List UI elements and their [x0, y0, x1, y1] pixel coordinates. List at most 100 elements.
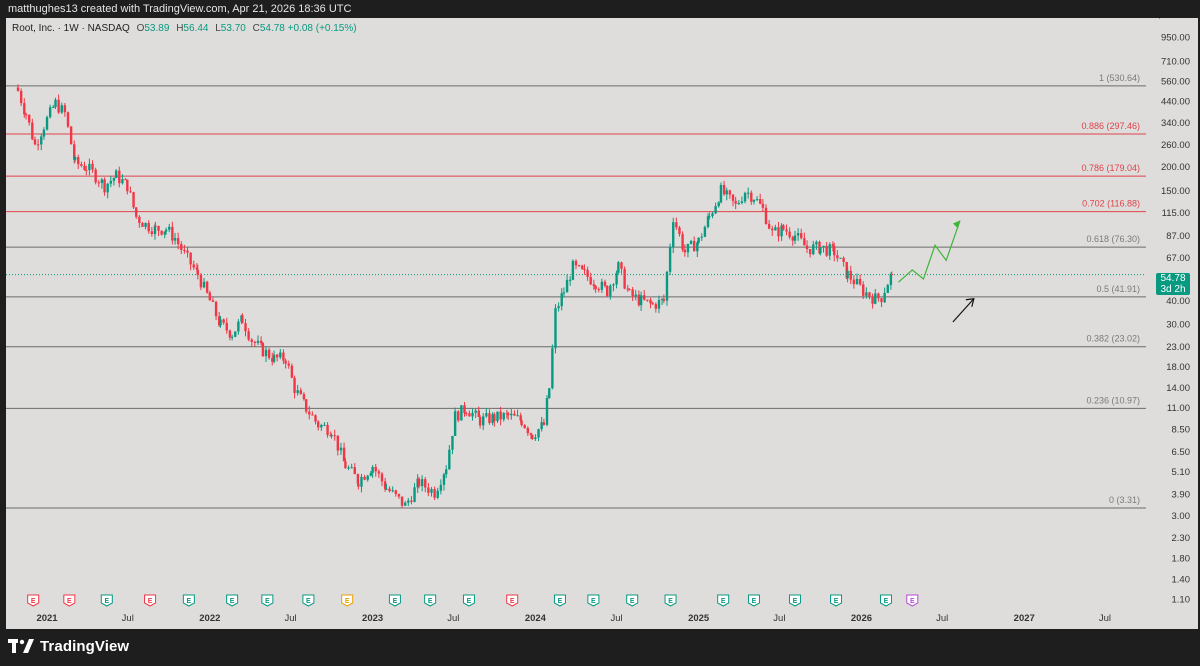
time-axis-tick: 2024 — [525, 613, 547, 624]
candle-body — [114, 170, 118, 179]
candle-body — [491, 414, 494, 424]
candle-body — [400, 496, 404, 506]
candle-body — [144, 222, 147, 227]
earnings-marker[interactable]: E — [182, 594, 195, 607]
candle-body — [371, 466, 374, 473]
candle-body — [100, 179, 104, 184]
candle-body — [681, 234, 684, 250]
candle-body — [153, 225, 157, 235]
candle-body — [626, 288, 629, 290]
earnings-marker[interactable]: E — [664, 594, 677, 607]
candle-body — [302, 394, 306, 400]
candle-body — [353, 467, 356, 475]
candle-body — [463, 405, 466, 414]
candle-body — [534, 437, 537, 439]
candle-body — [660, 298, 664, 300]
candle-body — [722, 184, 726, 195]
candle-body — [357, 483, 360, 487]
earnings-marker[interactable]: E — [788, 594, 801, 607]
candle-body — [448, 449, 451, 470]
candle-body — [880, 298, 883, 303]
projection-path — [898, 220, 961, 283]
candle-body — [791, 237, 794, 241]
earnings-marker[interactable]: E — [462, 594, 475, 607]
earnings-marker[interactable]: E — [553, 594, 566, 607]
price-axis-tick: 710.00 — [1161, 57, 1190, 68]
price-axis-tick: 23.00 — [1166, 342, 1190, 353]
symbol-name: Root, Inc. · 1W · NASDAQ — [12, 23, 130, 34]
candle-body — [445, 469, 448, 475]
candle-body — [202, 281, 206, 288]
price-chart[interactable]: 1 (530.64) 0.886 (297.46) 0.786 (179.04) 0.… — [6, 18, 1198, 629]
candle-body — [214, 301, 218, 317]
candle-body — [314, 415, 317, 422]
earnings-marker[interactable]: E — [261, 594, 274, 607]
candle-body — [562, 292, 566, 294]
candle-body — [551, 348, 554, 389]
price-axis-tick: 1.40 — [1172, 574, 1191, 585]
earnings-marker[interactable]: E — [424, 594, 437, 607]
candle-body — [505, 413, 509, 415]
price-axis-tick: 18.00 — [1166, 362, 1190, 373]
tradingview-footer[interactable]: TradingView — [8, 635, 129, 657]
price-axis-tick: 14.00 — [1166, 383, 1190, 394]
candle-body — [477, 410, 480, 417]
earnings-marker[interactable]: E — [302, 594, 315, 607]
candle-body — [219, 319, 222, 326]
earnings-marker[interactable]: E — [63, 594, 76, 607]
low-key: L — [215, 23, 221, 34]
earnings-marker[interactable]: E — [341, 594, 354, 607]
candle-body — [474, 410, 477, 413]
candle-body — [173, 238, 177, 241]
candle-body — [94, 169, 97, 183]
candle-body — [299, 390, 303, 395]
candle-body — [344, 461, 347, 469]
candle-body — [609, 285, 612, 297]
candle-body — [42, 129, 46, 137]
price-axis-tick: 5.10 — [1172, 467, 1191, 478]
candle-body — [777, 227, 780, 237]
candle-body — [731, 194, 735, 201]
fib-level-label: 0.382 (23.02) — [1086, 334, 1140, 344]
earnings-marker[interactable]: E — [506, 594, 519, 607]
price-axis-tick: 3.00 — [1172, 511, 1191, 522]
candle-body — [60, 105, 63, 113]
candle-body — [271, 357, 274, 362]
earnings-marker[interactable]: E — [100, 594, 113, 607]
earnings-marker[interactable]: E — [747, 594, 760, 607]
candle-body — [241, 315, 244, 324]
fib-level-label: 0.618 (76.30) — [1086, 234, 1140, 244]
candle-body — [597, 289, 600, 291]
price-axis-tick: 200.00 — [1161, 162, 1190, 173]
candle-body — [366, 475, 369, 480]
candle-body — [796, 233, 800, 236]
earnings-marker[interactable]: E — [587, 594, 600, 607]
candle-body — [774, 227, 777, 231]
candle-body — [124, 179, 127, 181]
candle-body — [668, 247, 672, 272]
earnings-marker[interactable]: E — [830, 594, 843, 607]
price-axis-tick: 1,250.00 — [1153, 18, 1190, 21]
candle-body — [788, 231, 791, 238]
candle-body — [31, 122, 34, 140]
candle-body — [586, 269, 589, 277]
earnings-marker[interactable]: E — [27, 594, 40, 607]
candle-body — [427, 487, 430, 493]
earnings-marker[interactable]: E — [388, 594, 401, 607]
earnings-marker[interactable]: E — [144, 594, 157, 607]
candle-body — [369, 472, 373, 476]
candle-body — [54, 99, 57, 107]
svg-text:E: E — [510, 598, 515, 605]
earnings-marker[interactable]: E — [906, 594, 919, 607]
earnings-marker[interactable]: E — [879, 594, 892, 607]
svg-text:E: E — [591, 598, 596, 605]
earnings-marker[interactable]: E — [717, 594, 730, 607]
candle-body — [485, 413, 488, 417]
candle-body — [85, 169, 88, 171]
earnings-marker[interactable]: E — [226, 594, 239, 607]
candle-body — [264, 349, 268, 357]
candle-body — [678, 227, 681, 235]
candle-body — [141, 222, 144, 227]
earnings-marker[interactable]: E — [626, 594, 639, 607]
candle-body — [634, 294, 637, 297]
